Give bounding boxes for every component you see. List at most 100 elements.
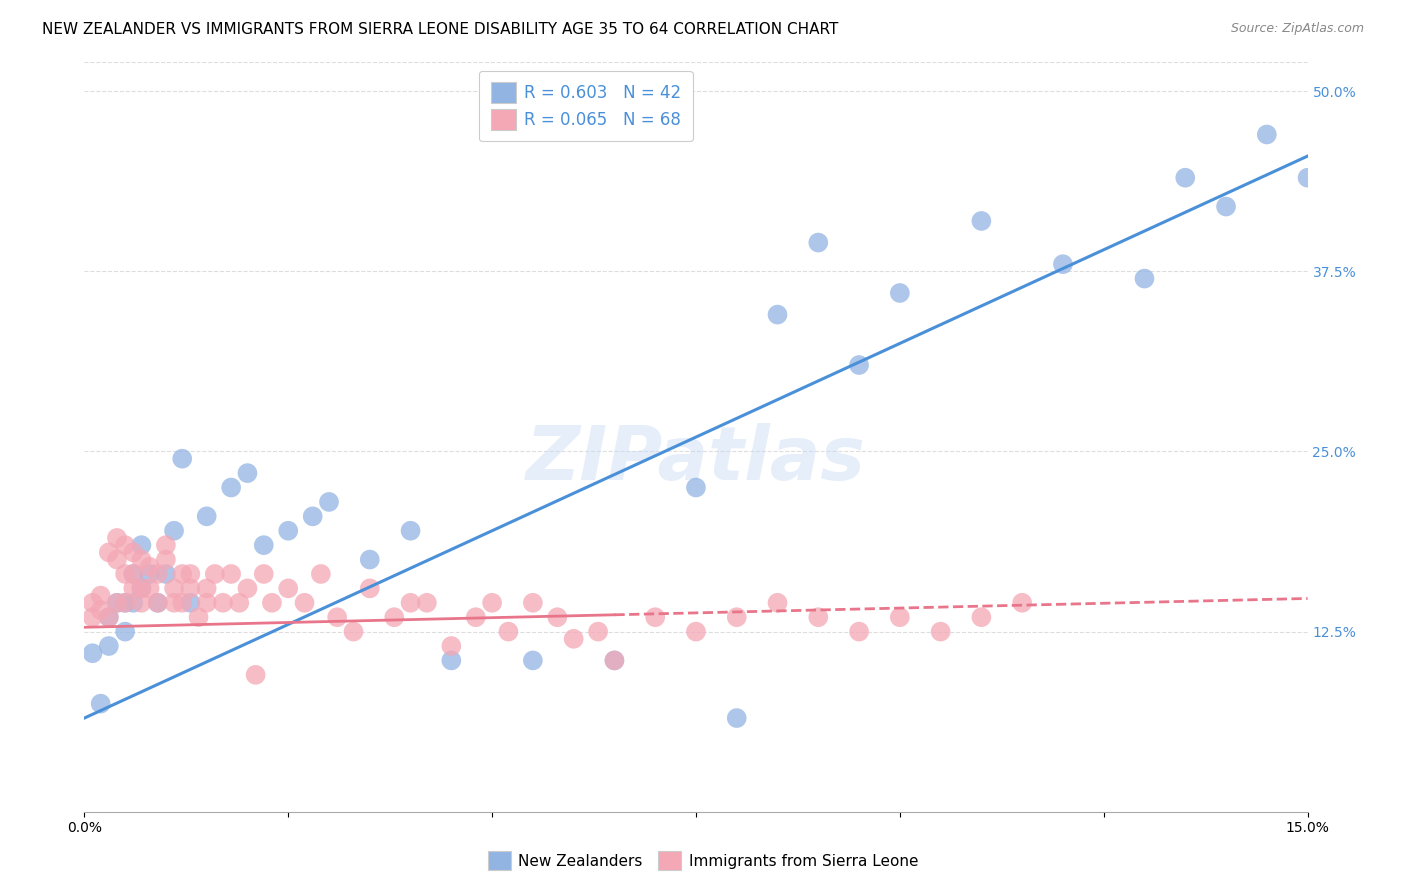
- Point: [848, 358, 870, 372]
- Point: [301, 509, 323, 524]
- Point: [848, 624, 870, 639]
- Point: [131, 582, 153, 596]
- Point: [172, 596, 194, 610]
- Point: [1011, 596, 1033, 610]
- Point: [105, 531, 128, 545]
- Point: [163, 582, 186, 596]
- Point: [131, 582, 153, 596]
- Point: [326, 610, 349, 624]
- Point: [195, 596, 218, 610]
- Point: [122, 596, 145, 610]
- Point: [685, 624, 707, 639]
- Point: [219, 566, 242, 581]
- Point: [155, 538, 177, 552]
- Point: [236, 466, 259, 480]
- Point: [562, 632, 585, 646]
- Point: [138, 582, 160, 596]
- Point: [889, 285, 911, 300]
- Point: [889, 610, 911, 624]
- Text: NEW ZEALANDER VS IMMIGRANTS FROM SIERRA LEONE DISABILITY AGE 35 TO 64 CORRELATIO: NEW ZEALANDER VS IMMIGRANTS FROM SIERRA …: [42, 22, 838, 37]
- Point: [105, 552, 128, 566]
- Point: [603, 653, 626, 667]
- Point: [970, 610, 993, 624]
- Point: [131, 596, 153, 610]
- Point: [970, 214, 993, 228]
- Point: [179, 566, 201, 581]
- Point: [172, 566, 194, 581]
- Point: [228, 596, 250, 610]
- Point: [253, 538, 276, 552]
- Point: [766, 596, 789, 610]
- Point: [195, 509, 218, 524]
- Point: [1133, 271, 1156, 285]
- Point: [219, 481, 242, 495]
- Point: [114, 596, 136, 610]
- Point: [212, 596, 235, 610]
- Point: [155, 566, 177, 581]
- Point: [97, 610, 120, 624]
- Point: [155, 552, 177, 566]
- Point: [399, 524, 422, 538]
- Point: [1215, 200, 1237, 214]
- Point: [82, 596, 104, 610]
- Point: [97, 610, 120, 624]
- Point: [97, 545, 120, 559]
- Point: [359, 552, 381, 566]
- Point: [277, 524, 299, 538]
- Point: [416, 596, 439, 610]
- Legend: R = 0.603   N = 42, R = 0.065   N = 68: R = 0.603 N = 42, R = 0.065 N = 68: [479, 70, 693, 142]
- Point: [586, 624, 609, 639]
- Point: [131, 552, 153, 566]
- Point: [807, 610, 830, 624]
- Point: [179, 596, 201, 610]
- Point: [342, 624, 364, 639]
- Point: [245, 668, 267, 682]
- Point: [114, 566, 136, 581]
- Point: [766, 308, 789, 322]
- Point: [187, 610, 209, 624]
- Point: [122, 566, 145, 581]
- Legend: New Zealanders, Immigrants from Sierra Leone: New Zealanders, Immigrants from Sierra L…: [481, 844, 925, 878]
- Point: [522, 596, 544, 610]
- Point: [82, 646, 104, 660]
- Point: [146, 596, 169, 610]
- Point: [163, 524, 186, 538]
- Point: [131, 538, 153, 552]
- Point: [138, 566, 160, 581]
- Point: [929, 624, 952, 639]
- Point: [122, 582, 145, 596]
- Point: [146, 596, 169, 610]
- Point: [685, 481, 707, 495]
- Point: [382, 610, 405, 624]
- Point: [114, 538, 136, 552]
- Point: [1052, 257, 1074, 271]
- Point: [253, 566, 276, 581]
- Point: [1256, 128, 1278, 142]
- Point: [172, 451, 194, 466]
- Point: [82, 610, 104, 624]
- Point: [97, 639, 120, 653]
- Point: [204, 566, 226, 581]
- Point: [122, 545, 145, 559]
- Point: [277, 582, 299, 596]
- Point: [807, 235, 830, 250]
- Point: [195, 582, 218, 596]
- Point: [260, 596, 283, 610]
- Point: [236, 582, 259, 596]
- Point: [114, 596, 136, 610]
- Point: [1174, 170, 1197, 185]
- Point: [603, 653, 626, 667]
- Point: [644, 610, 666, 624]
- Point: [138, 559, 160, 574]
- Point: [399, 596, 422, 610]
- Point: [498, 624, 520, 639]
- Point: [294, 596, 316, 610]
- Point: [440, 653, 463, 667]
- Point: [318, 495, 340, 509]
- Point: [359, 582, 381, 596]
- Point: [105, 596, 128, 610]
- Point: [146, 566, 169, 581]
- Point: [725, 610, 748, 624]
- Text: Source: ZipAtlas.com: Source: ZipAtlas.com: [1230, 22, 1364, 36]
- Point: [90, 603, 112, 617]
